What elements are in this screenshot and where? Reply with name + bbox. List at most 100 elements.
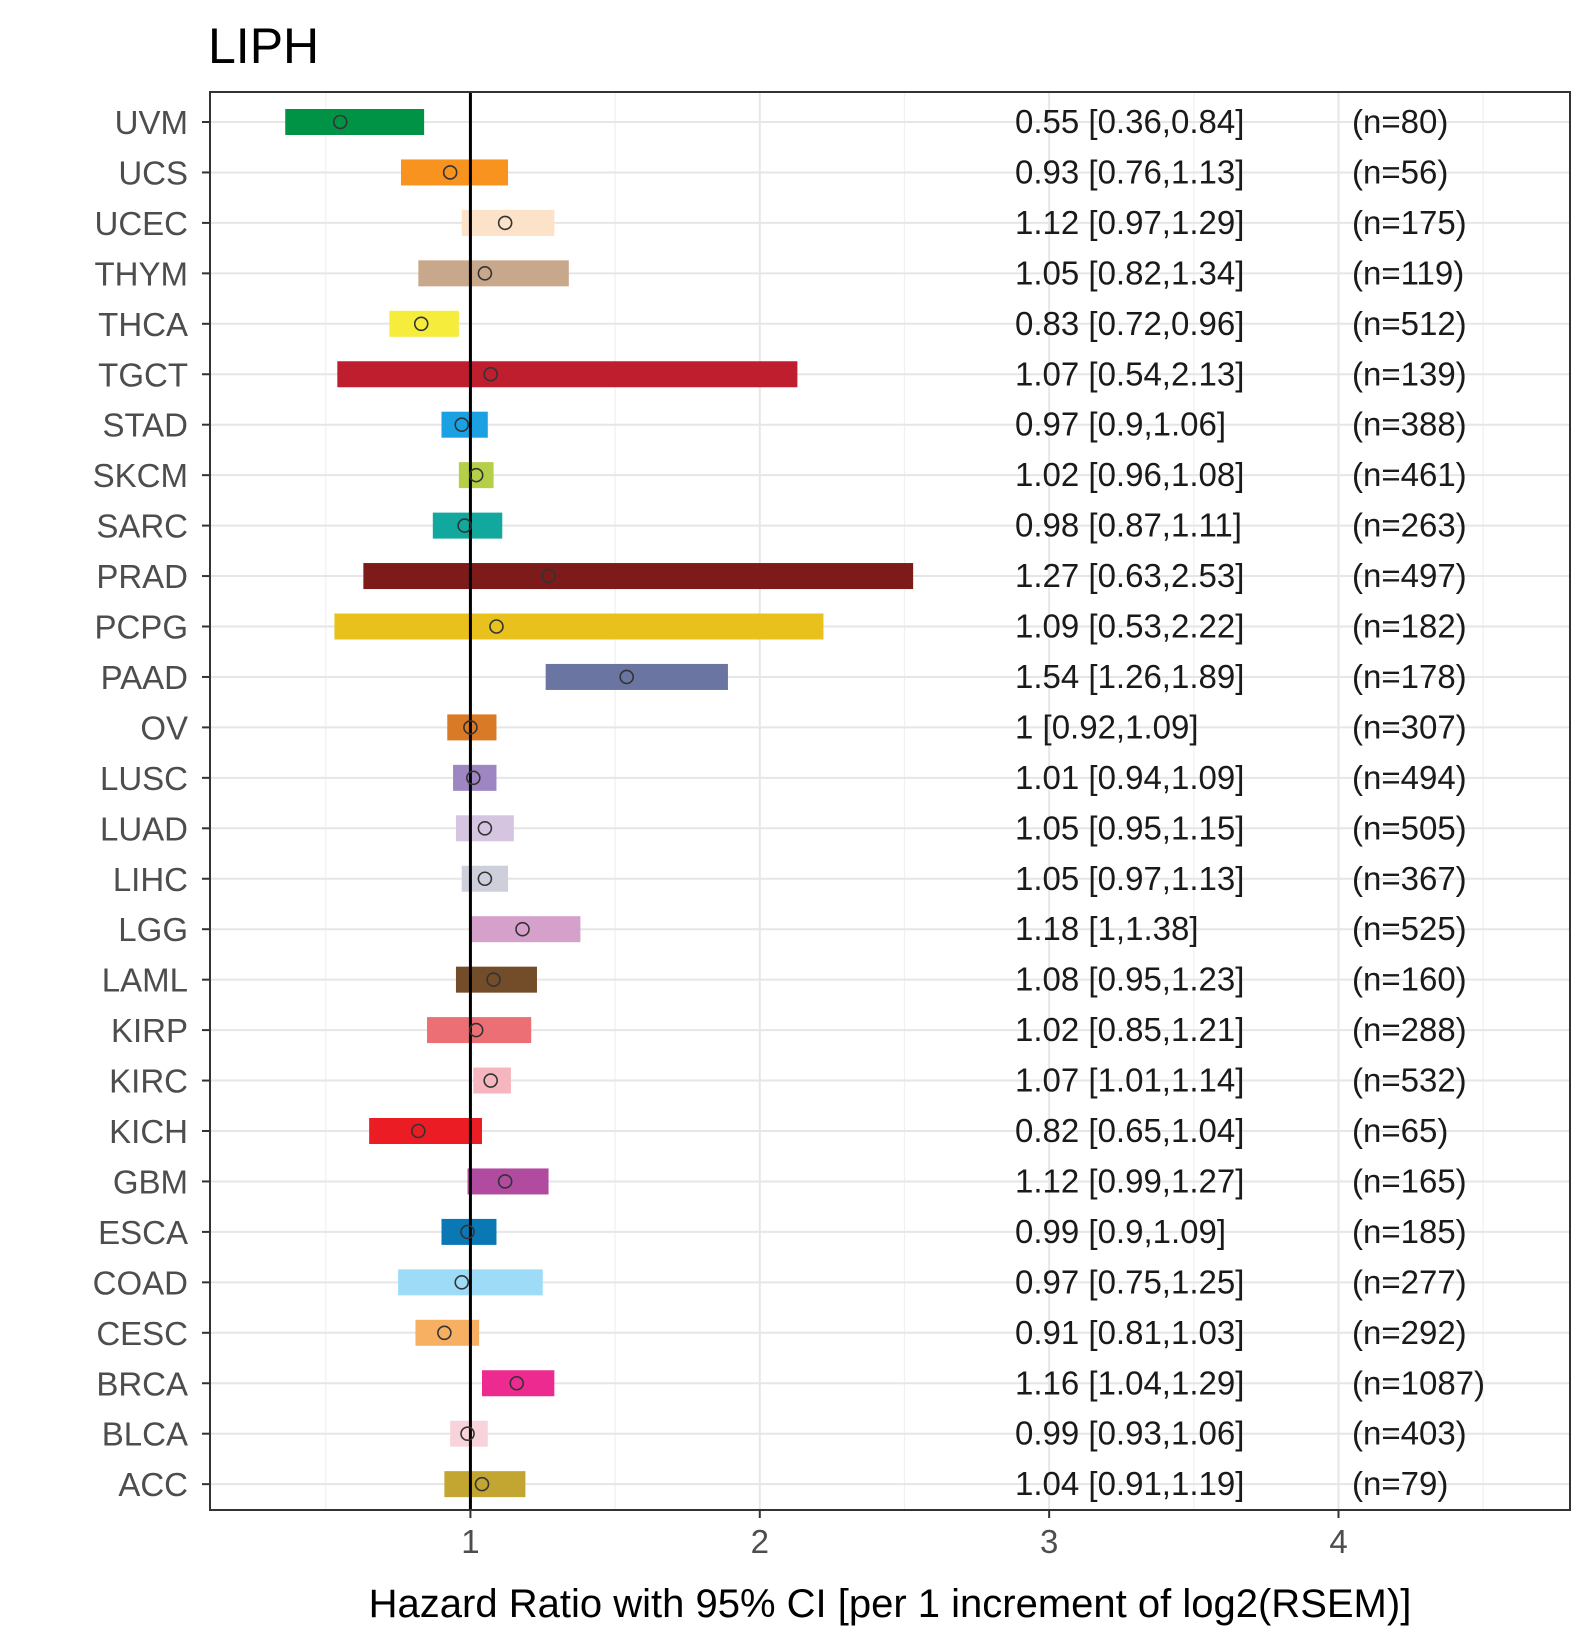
n-text-kirc: (n=532)	[1352, 1062, 1467, 1099]
y-tick-label-thca: THCA	[98, 306, 188, 343]
hr-point-ucec	[497, 215, 513, 231]
ci-bar-brca	[482, 1370, 555, 1397]
x-tick-label: 3	[1040, 1523, 1058, 1560]
n-text-acc: (n=79)	[1352, 1465, 1448, 1502]
ci-bar-kirc	[473, 1067, 511, 1094]
ci-text-lihc: 1.05 [0.97,1.13]	[1015, 860, 1244, 897]
hr-point-lihc	[477, 871, 493, 887]
ci-text-lgg: 1.18 [1,1.38]	[1015, 910, 1198, 947]
ci-text-thca: 0.83 [0.72,0.96]	[1015, 305, 1244, 342]
hr-point-paad	[619, 669, 634, 685]
n-text-laml: (n=160)	[1352, 961, 1467, 998]
y-tick-label-blca: BLCA	[102, 1416, 188, 1453]
ci-text-coad: 0.97 [0.75,1.25]	[1015, 1263, 1244, 1300]
hr-point-cesc	[437, 1325, 452, 1341]
y-tick-label-kirp: KIRP	[111, 1012, 188, 1049]
n-text-prad: (n=497)	[1352, 557, 1467, 594]
y-tick-label-laml: LAML	[102, 962, 188, 999]
hr-point-luad	[477, 820, 493, 836]
n-text-luad: (n=505)	[1352, 809, 1467, 846]
ci-text-sarc: 0.98 [0.87,1.11]	[1015, 507, 1242, 544]
ci-bar-kirp	[427, 1017, 532, 1044]
hr-point-kich	[411, 1123, 426, 1139]
ci-text-ucs: 0.93 [0.76,1.13]	[1015, 153, 1244, 190]
y-tick-label-prad: PRAD	[96, 558, 188, 595]
ci-bar-stad	[441, 411, 488, 438]
y-tick-label-brca: BRCA	[96, 1365, 188, 1402]
ci-bar-acc	[444, 1471, 526, 1498]
ci-text-kich: 0.82 [0.65,1.04]	[1015, 1112, 1244, 1149]
ci-text-blca: 0.99 [0.93,1.06]	[1015, 1415, 1244, 1452]
ci-text-uvm: 0.55 [0.36,0.84]	[1015, 103, 1244, 140]
y-tick-label-lgg: LGG	[118, 911, 188, 948]
ci-bar-thca	[389, 310, 459, 337]
n-text-uvm: (n=80)	[1352, 103, 1448, 140]
y-tick-label-lusc: LUSC	[100, 760, 188, 797]
ci-text-cesc: 0.91 [0.81,1.03]	[1015, 1314, 1244, 1351]
n-text-ov: (n=307)	[1352, 708, 1467, 745]
hr-point-pcpg	[489, 619, 504, 634]
n-text-stad: (n=388)	[1352, 406, 1467, 443]
ci-text-laml: 1.08 [0.95,1.23]	[1015, 961, 1244, 998]
x-tick-label: 4	[1329, 1523, 1347, 1560]
n-text-thca: (n=512)	[1352, 305, 1467, 342]
hr-point-tgct	[483, 366, 498, 382]
y-tick-label-coad: COAD	[93, 1264, 188, 1301]
ci-bar-skcm	[458, 462, 494, 489]
hr-point-kirp	[468, 1022, 484, 1038]
ci-text-skcm: 1.02 [0.96,1.08]	[1015, 456, 1244, 493]
hr-point-coad	[454, 1275, 470, 1290]
hr-point-acc	[474, 1476, 490, 1492]
hr-point-esca	[460, 1224, 475, 1240]
ci-bar-lusc	[453, 764, 497, 791]
ci-bar-lgg	[470, 916, 581, 943]
ci-text-thym: 1.05 [0.82,1.34]	[1015, 254, 1244, 291]
y-tick-label-thym: THYM	[95, 255, 189, 292]
x-tick-label: 2	[751, 1523, 769, 1560]
hr-point-prad	[541, 568, 556, 584]
n-text-brca: (n=1087)	[1352, 1364, 1485, 1401]
ci-text-kirp: 1.02 [0.85,1.21]	[1015, 1011, 1244, 1048]
ci-bar-pcpg	[334, 613, 824, 640]
y-tick-label-esca: ESCA	[98, 1214, 188, 1251]
y-tick-label-kirc: KIRC	[109, 1063, 188, 1100]
y-tick-label-paad: PAAD	[101, 659, 188, 696]
n-text-tgct: (n=139)	[1352, 355, 1467, 392]
n-text-blca: (n=403)	[1352, 1415, 1467, 1452]
x-axis: 1 2 3 4	[461, 1510, 1348, 1560]
y-tick-label-ov: OV	[140, 709, 188, 746]
ci-bar-thym	[418, 260, 569, 287]
n-text-paad: (n=178)	[1352, 658, 1467, 695]
x-tick-label: 1	[461, 1523, 479, 1560]
panel-border	[209, 91, 1571, 1511]
n-text-lihc: (n=367)	[1352, 860, 1467, 897]
ci-bar-ucec	[461, 209, 555, 236]
hr-point-skcm	[468, 467, 484, 483]
ci-bar-sarc	[432, 512, 503, 539]
n-text-gbm: (n=165)	[1352, 1162, 1467, 1199]
ci-bar-laml	[455, 966, 537, 993]
y-tick-label-cesc: CESC	[96, 1315, 188, 1352]
ci-bar-prad	[363, 563, 914, 590]
ci-text-kirc: 1.07 [1.01,1.14]	[1015, 1062, 1244, 1099]
y-tick-label-stad: STAD	[102, 407, 188, 444]
hr-point-brca	[509, 1375, 525, 1391]
y-tick-label-gbm: GBM	[113, 1163, 188, 1200]
n-text-lusc: (n=494)	[1352, 759, 1467, 796]
n-text-sarc: (n=263)	[1352, 507, 1467, 544]
ci-text-gbm: 1.12 [0.99,1.27]	[1015, 1162, 1244, 1199]
ci-text-esca: 0.99 [0.9,1.09]	[1015, 1213, 1226, 1250]
ci-text-brca: 1.16 [1.04,1.29]	[1015, 1364, 1244, 1401]
n-text-ucs: (n=56)	[1352, 153, 1448, 190]
y-tick-label-pcpg: PCPG	[94, 609, 188, 646]
n-text-cesc: (n=292)	[1352, 1314, 1467, 1351]
x-axis-label: Hazard Ratio with 95% CI [per 1 incremen…	[369, 1582, 1412, 1626]
ci-text-ov: 1 [0.92,1.09]	[1015, 708, 1198, 745]
grid-layer	[210, 92, 1570, 1510]
ci-text-tgct: 1.07 [0.54,2.13]	[1015, 355, 1244, 392]
hr-point-laml	[486, 972, 501, 987]
n-text-lgg: (n=525)	[1352, 910, 1467, 947]
ci-bar-cesc	[415, 1319, 480, 1346]
